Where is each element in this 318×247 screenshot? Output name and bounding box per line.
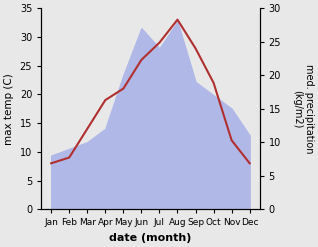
- Y-axis label: med. precipitation
(kg/m2): med. precipitation (kg/m2): [292, 64, 314, 153]
- X-axis label: date (month): date (month): [109, 233, 192, 243]
- Y-axis label: max temp (C): max temp (C): [4, 73, 14, 144]
